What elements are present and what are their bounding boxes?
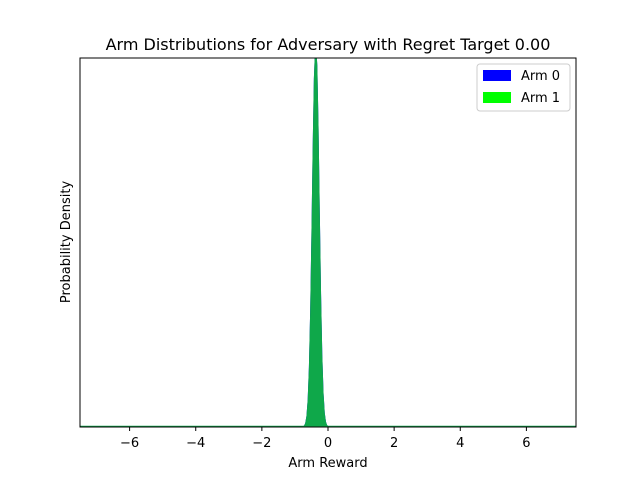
x-tick-label: 0	[324, 436, 332, 451]
x-tick-label: 6	[522, 436, 530, 451]
x-tick-label: 2	[390, 436, 398, 451]
x-axis-label: Arm Reward	[288, 456, 367, 471]
legend-swatch-arm-1	[483, 92, 511, 103]
legend: Arm 0 Arm 1	[476, 63, 571, 112]
legend-label-arm-1: Arm 1	[521, 91, 560, 106]
x-tick-label: 4	[456, 436, 464, 451]
legend-swatch-arm-0	[483, 70, 511, 81]
x-tick-label: −2	[252, 436, 271, 451]
chart-title: Arm Distributions for Adversary with Reg…	[106, 35, 551, 54]
x-tick-label: −6	[120, 436, 139, 451]
legend-label-arm-0: Arm 0	[521, 69, 560, 84]
y-axis-label: Probability Density	[59, 181, 74, 304]
x-tick-label: −4	[186, 436, 205, 451]
x-axis-ticks: −6 −4 −2 0 2 4 6	[120, 427, 531, 451]
